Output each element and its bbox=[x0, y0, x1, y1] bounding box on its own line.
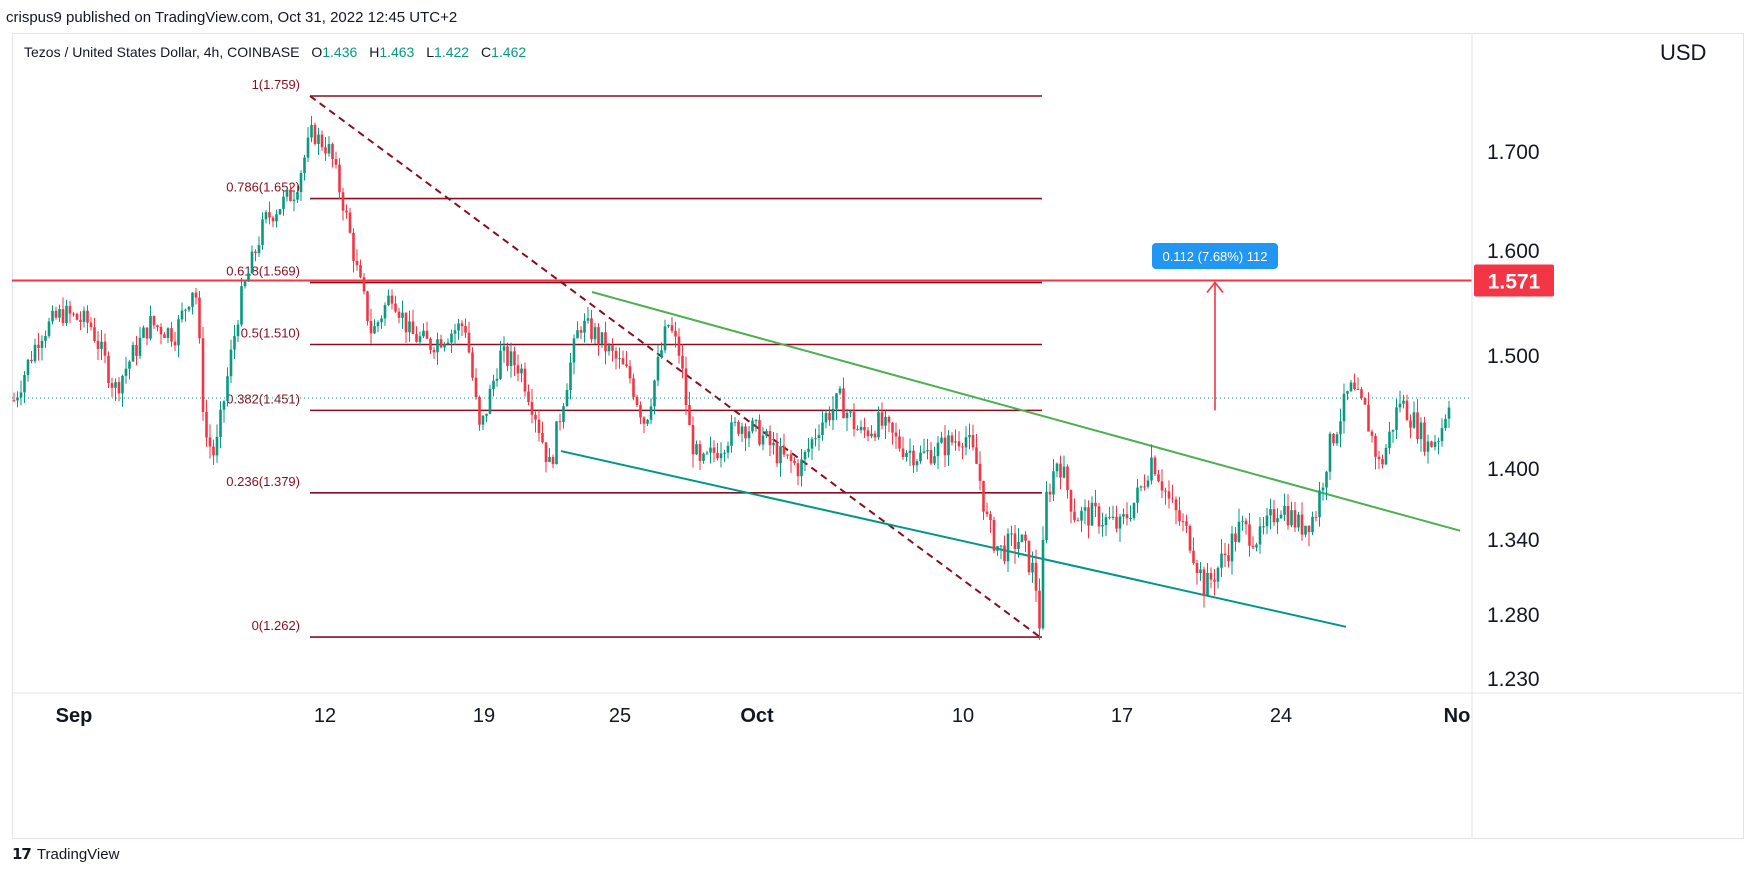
close-label: C bbox=[480, 44, 492, 60]
high-value: 1.463 bbox=[379, 44, 415, 60]
close-value: 1.462 bbox=[491, 44, 527, 60]
chart-pane[interactable] bbox=[12, 33, 1744, 839]
open-value: 1.436 bbox=[322, 44, 358, 60]
publisher-line: crispus9 published on TradingView.com, O… bbox=[6, 9, 458, 26]
tradingview-logo-icon[interactable]: 𝟭𝟳 bbox=[12, 846, 32, 863]
symbol-title: Tezos / United States Dollar, 4h, COINBA… bbox=[24, 44, 300, 60]
currency-label[interactable]: USD bbox=[1660, 40, 1707, 65]
low-value: 1.422 bbox=[434, 44, 470, 60]
symbol-legend: Tezos / United States Dollar, 4h, COINBA… bbox=[24, 44, 526, 60]
footer: 𝟭𝟳 TradingView bbox=[12, 842, 119, 866]
footer-brand[interactable]: TradingView bbox=[36, 845, 120, 863]
low-label: L bbox=[426, 44, 435, 60]
high-label: H bbox=[369, 44, 380, 60]
open-label: O bbox=[311, 44, 323, 60]
